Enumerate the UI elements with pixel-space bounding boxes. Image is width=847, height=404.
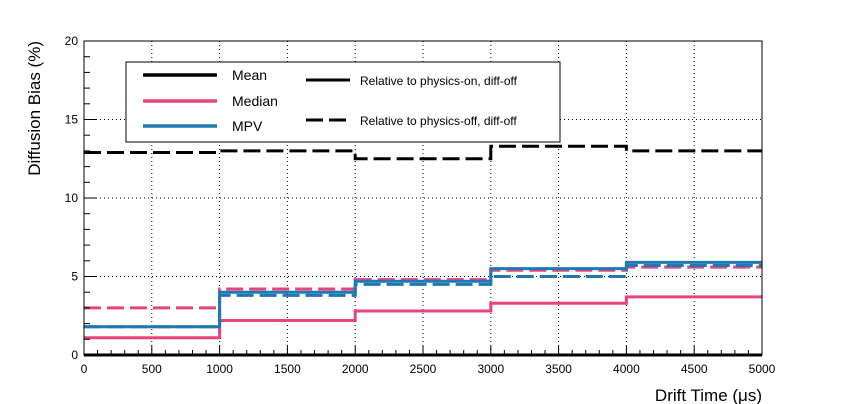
- x-tick-label: 5000: [749, 362, 776, 376]
- y-tick-label: 15: [65, 113, 79, 127]
- x-tick-label: 3000: [477, 362, 504, 376]
- series-median-solid: [84, 295, 762, 340]
- legend-label-dashed: Relative to physics-off, diff-off: [360, 114, 517, 128]
- legend: Mean Median MPV Relative to physics-on, …: [125, 61, 561, 143]
- x-tick-label: 500: [142, 362, 162, 376]
- x-tick-label: 4500: [681, 362, 708, 376]
- axis-ticks: [83, 40, 763, 356]
- y-tick-label: 5: [71, 270, 78, 284]
- y-tick-label: 10: [65, 191, 79, 205]
- y-tick-label: 20: [65, 34, 79, 48]
- legend-label-median: Median: [232, 93, 278, 109]
- x-tick-label: 4000: [613, 362, 640, 376]
- y-tick-label: 0: [71, 348, 78, 362]
- y-axis-title: Diffusion Bias (%): [25, 41, 44, 176]
- tick-labels: 0 500 1000 1500 2000 2500 3000 3500 4000 4500 5000…: [65, 34, 776, 376]
- x-tick-label: 3500: [545, 362, 572, 376]
- legend-label-mean: Mean: [232, 67, 267, 83]
- x-tick-label: 1000: [206, 362, 233, 376]
- series-mean-dashed: [84, 144, 762, 161]
- x-tick-label: 2000: [342, 362, 369, 376]
- legend-label-mpv: MPV: [232, 118, 263, 134]
- x-tick-label: 1500: [274, 362, 301, 376]
- x-axis-title: Drift Time (μs): [655, 386, 762, 404]
- series-mpv-dashed: [84, 264, 762, 329]
- x-tick-label: 0: [81, 362, 88, 376]
- x-tick-label: 2500: [410, 362, 437, 376]
- legend-label-solid: Relative to physics-on, diff-off: [360, 74, 518, 88]
